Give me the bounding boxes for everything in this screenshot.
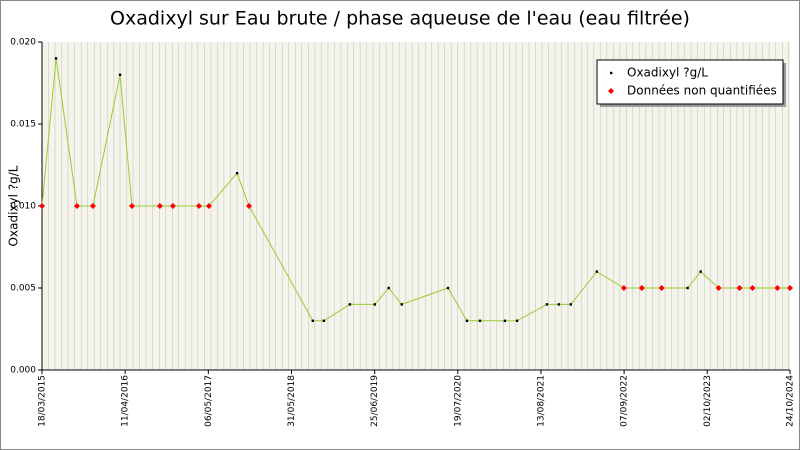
y-tick-label: 0.000 — [10, 366, 36, 376]
legend-box — [596, 59, 784, 105]
point — [446, 286, 450, 290]
point — [465, 319, 469, 322]
point-unquantified — [749, 285, 756, 291]
point-unquantified — [787, 285, 793, 291]
point-unquantified — [736, 285, 743, 291]
point-unquantified — [89, 203, 96, 209]
point-unquantified — [774, 285, 781, 291]
point-unquantified — [620, 285, 627, 291]
legend-label: Données non quantifiées — [627, 84, 777, 98]
point — [569, 303, 573, 306]
legend-label: Oxadixyl ?g/L — [627, 66, 708, 80]
point-unquantified — [246, 203, 253, 209]
x-tick-label: 18/03/2015 — [38, 375, 48, 427]
point — [387, 286, 390, 290]
point-unquantified — [73, 203, 80, 209]
legend-marker — [610, 71, 613, 75]
point — [503, 319, 507, 322]
point — [400, 303, 403, 306]
y-axis-label: Oxadixyl ?g/L — [7, 165, 21, 246]
point-unquantified — [715, 285, 722, 291]
point — [557, 303, 561, 306]
x-tick-label: 07/09/2022 — [620, 375, 630, 427]
x-tick-label: 19/07/2020 — [453, 375, 463, 427]
point — [545, 303, 549, 306]
y-tick-label: 0.010 — [10, 202, 36, 212]
x-tick-label: 31/05/2018 — [287, 375, 297, 427]
y-tick-label: 0.015 — [10, 120, 36, 130]
point-unquantified — [195, 203, 202, 209]
point-unquantified — [169, 203, 176, 209]
x-tick-label: 06/05/2017 — [204, 375, 214, 427]
point — [595, 270, 599, 273]
point — [515, 319, 519, 322]
y-tick-label: 0.005 — [10, 284, 36, 294]
point-unquantified — [128, 203, 135, 209]
x-tick-label: 02/10/2023 — [703, 375, 713, 427]
x-tick-label: 24/10/2024 — [786, 375, 796, 427]
point — [478, 319, 482, 322]
point-unquantified — [156, 203, 163, 209]
y-tick-label: 0.020 — [10, 38, 36, 48]
point-unquantified — [205, 203, 212, 209]
point — [54, 57, 58, 60]
point — [348, 303, 352, 306]
point — [118, 73, 122, 76]
x-tick-label: 13/08/2021 — [536, 375, 546, 427]
point-unquantified — [658, 285, 665, 291]
legend-marker — [608, 88, 614, 94]
point — [686, 286, 689, 290]
chart-title: Oxadixyl sur Eau brute / phase aqueuse d… — [110, 8, 690, 30]
x-tick-label: 25/06/2019 — [370, 375, 380, 427]
point — [699, 270, 702, 273]
point-unquantified — [638, 285, 645, 291]
x-tick-label: 11/04/2016 — [121, 375, 131, 427]
point — [373, 303, 377, 306]
point — [311, 319, 314, 322]
point — [322, 319, 326, 322]
point-unquantified — [39, 203, 45, 209]
point — [235, 172, 239, 175]
